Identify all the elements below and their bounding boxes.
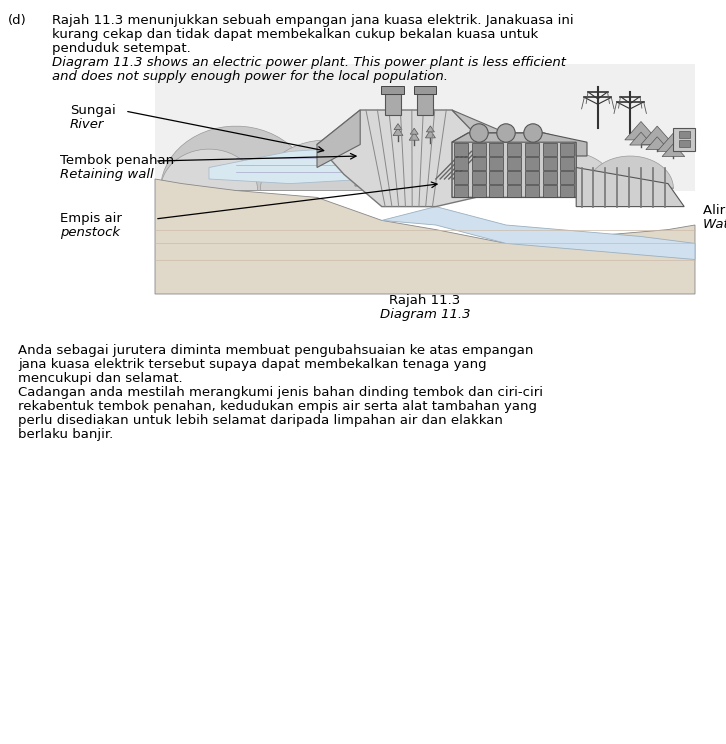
Text: Anda sebagai jurutera diminta membuat pengubahsuaian ke atas empangan: Anda sebagai jurutera diminta membuat pe… — [18, 344, 534, 357]
Bar — [454, 171, 468, 184]
Text: mencukupi dan selamat.: mencukupi dan selamat. — [18, 372, 183, 385]
Bar — [679, 140, 690, 147]
Text: kurang cekap dan tidak dapat membekalkan cukup bekalan kuasa untuk: kurang cekap dan tidak dapat membekalkan… — [52, 28, 538, 41]
Bar — [472, 171, 486, 184]
Polygon shape — [261, 140, 395, 190]
Polygon shape — [629, 132, 653, 145]
Bar — [560, 171, 574, 184]
Bar — [454, 157, 468, 170]
Text: and does not supply enough power for the local population.: and does not supply enough power for the… — [52, 70, 448, 83]
Polygon shape — [646, 137, 669, 150]
Text: (d): (d) — [8, 14, 27, 27]
Polygon shape — [625, 121, 657, 140]
Text: Empis air: Empis air — [60, 212, 122, 225]
Bar — [560, 144, 574, 156]
Polygon shape — [426, 126, 434, 132]
Bar — [542, 185, 557, 197]
Text: berlaku banjir.: berlaku banjir. — [18, 428, 113, 441]
Bar — [472, 144, 486, 156]
Polygon shape — [155, 179, 695, 294]
Text: rekabentuk tembok penahan, kedudukan empis air serta alat tambahan yang: rekabentuk tembok penahan, kedudukan emp… — [18, 400, 537, 413]
Polygon shape — [209, 147, 452, 184]
Text: Sungai: Sungai — [70, 104, 115, 117]
Bar — [542, 144, 557, 156]
Circle shape — [497, 124, 515, 142]
Bar — [525, 171, 539, 184]
Bar — [414, 86, 436, 94]
Polygon shape — [452, 133, 576, 197]
Bar — [507, 144, 521, 156]
Bar — [507, 157, 521, 170]
Bar — [542, 171, 557, 184]
Text: River: River — [70, 118, 105, 131]
Bar — [507, 171, 521, 184]
Polygon shape — [155, 64, 695, 190]
Bar — [489, 144, 503, 156]
Text: Tembok penahan: Tembok penahan — [60, 154, 174, 167]
Bar — [507, 185, 521, 197]
Bar — [679, 131, 690, 138]
Text: Diagram 11.3: Diagram 11.3 — [380, 308, 470, 321]
Bar — [417, 94, 433, 115]
Polygon shape — [452, 133, 587, 156]
Polygon shape — [355, 140, 473, 186]
Bar — [472, 185, 486, 197]
Polygon shape — [317, 110, 360, 167]
Polygon shape — [160, 126, 311, 190]
Bar — [454, 144, 468, 156]
Bar — [560, 157, 574, 170]
Bar — [525, 185, 539, 197]
Bar — [472, 157, 486, 170]
Text: penduduk setempat.: penduduk setempat. — [52, 42, 191, 55]
Text: Rajah 11.3: Rajah 11.3 — [389, 294, 460, 307]
Bar — [454, 185, 468, 197]
Circle shape — [523, 124, 542, 142]
Circle shape — [470, 124, 488, 142]
Polygon shape — [587, 156, 674, 188]
Polygon shape — [657, 133, 690, 151]
Polygon shape — [160, 149, 258, 190]
Bar — [489, 185, 503, 197]
Text: Retaining wall: Retaining wall — [60, 168, 154, 181]
Polygon shape — [394, 124, 402, 129]
Polygon shape — [382, 207, 695, 260]
Bar — [155, 64, 695, 294]
Text: Cadangan anda mestilah merangkumi jenis bahan dinding tembok dan ciri-ciri: Cadangan anda mestilah merangkumi jenis … — [18, 386, 543, 399]
Bar — [560, 185, 574, 197]
Bar — [525, 157, 539, 170]
Polygon shape — [393, 128, 403, 135]
Bar — [489, 171, 503, 184]
Text: perlu disediakan untuk lebih selamat daripada limpahan air dan elakkan: perlu disediakan untuk lebih selamat dar… — [18, 414, 503, 427]
Polygon shape — [641, 126, 674, 144]
Text: jana kuasa elektrik tersebut supaya dapat membekalkan tenaga yang: jana kuasa elektrik tersebut supaya dapa… — [18, 358, 486, 371]
Text: Rajah 11.3 menunjukkan sebuah empangan jana kuasa elektrik. Janakuasa ini: Rajah 11.3 menunjukkan sebuah empangan j… — [52, 14, 574, 27]
Bar — [674, 129, 695, 151]
Polygon shape — [517, 152, 614, 186]
Polygon shape — [662, 144, 685, 156]
Polygon shape — [576, 167, 684, 207]
Polygon shape — [436, 147, 544, 188]
Polygon shape — [317, 110, 506, 207]
Bar — [525, 144, 539, 156]
Text: Water flow: Water flow — [703, 218, 726, 231]
Bar — [381, 86, 404, 94]
Polygon shape — [409, 132, 419, 140]
Polygon shape — [410, 128, 418, 134]
Bar — [385, 94, 401, 115]
Bar — [542, 157, 557, 170]
Bar — [489, 157, 503, 170]
Text: penstock: penstock — [60, 226, 120, 239]
Polygon shape — [452, 110, 506, 190]
Text: Diagram 11.3 shows an electric power plant. This power plant is less efficient: Diagram 11.3 shows an electric power pla… — [52, 56, 566, 69]
Text: Aliran air: Aliran air — [703, 204, 726, 217]
Polygon shape — [425, 130, 436, 138]
